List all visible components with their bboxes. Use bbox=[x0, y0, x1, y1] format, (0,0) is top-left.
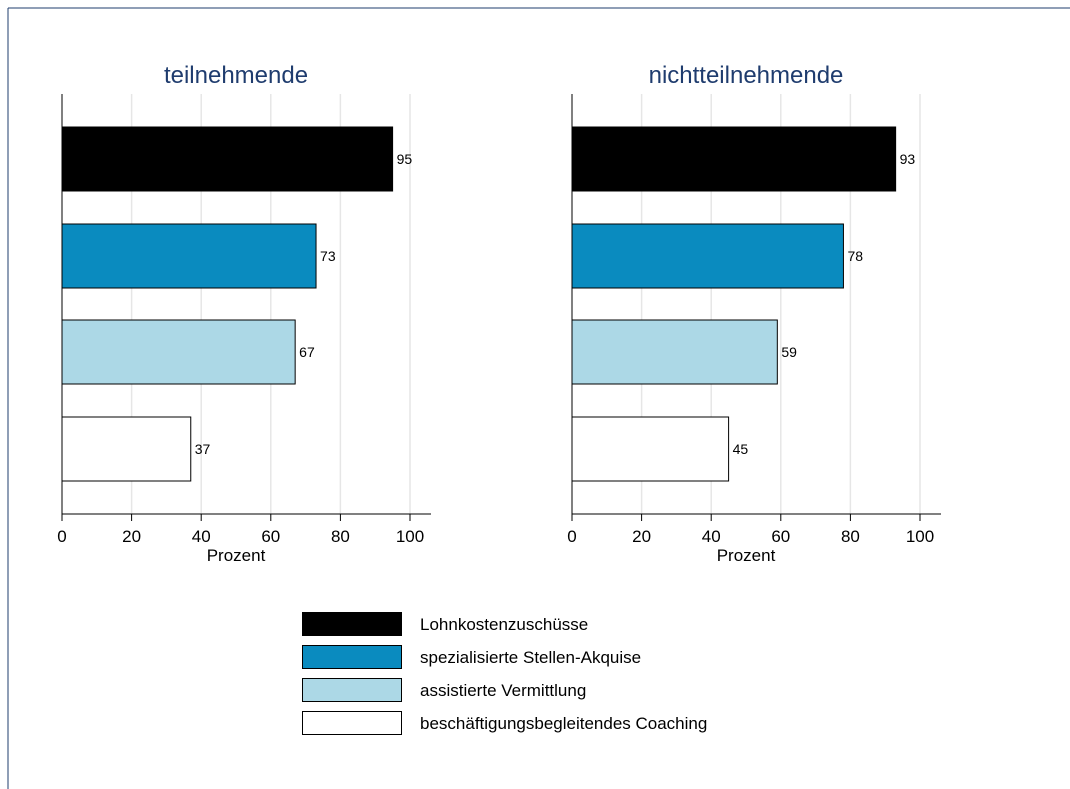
chart-title: teilnehmende bbox=[164, 62, 308, 89]
data-label: 45 bbox=[733, 441, 749, 457]
chart-title: nichtteilnehmende bbox=[649, 62, 844, 89]
legend-label: assistierte Vermittlung bbox=[420, 681, 587, 700]
x-tick-label: 40 bbox=[192, 527, 211, 546]
legend: Lohnkostenzuschüsse spezialisierte Stell… bbox=[302, 612, 822, 744]
bar-4 bbox=[61, 416, 192, 482]
data-label: 93 bbox=[900, 151, 916, 167]
bar-1 bbox=[571, 126, 897, 192]
x-tick-label: 20 bbox=[122, 527, 141, 546]
data-label: 73 bbox=[320, 248, 336, 264]
x-tick-label: 60 bbox=[261, 527, 280, 546]
bar-3 bbox=[61, 319, 296, 385]
legend-item-lohnkostenzuschuesse: Lohnkostenzuschüsse bbox=[302, 612, 822, 645]
x-tick-label: 80 bbox=[841, 527, 860, 546]
data-label: 67 bbox=[299, 344, 315, 360]
x-tick-label: 0 bbox=[567, 527, 576, 546]
x-tick-label: 0 bbox=[57, 527, 66, 546]
data-label: 78 bbox=[847, 248, 863, 264]
bar-2 bbox=[571, 223, 844, 289]
legend-swatch bbox=[302, 711, 402, 735]
bar-4 bbox=[571, 416, 730, 482]
chart-panel-1: 95 73 67 37 0 20 40 60 80 100 Prozent teilnehmende bbox=[57, 62, 431, 565]
data-label: 95 bbox=[397, 151, 413, 167]
bar-3 bbox=[571, 319, 778, 385]
legend-swatch bbox=[302, 678, 402, 702]
legend-item-coaching: beschäftigungsbegleitendes Coaching bbox=[302, 711, 822, 744]
data-label: 59 bbox=[781, 344, 797, 360]
legend-swatch bbox=[302, 645, 402, 669]
legend-swatch bbox=[302, 612, 402, 636]
x-tick-label: 80 bbox=[331, 527, 350, 546]
x-tick-label: 60 bbox=[771, 527, 790, 546]
data-label: 37 bbox=[195, 441, 211, 457]
x-tick-label: 100 bbox=[906, 527, 934, 546]
bar-2 bbox=[61, 223, 317, 289]
x-tick-label: 100 bbox=[396, 527, 424, 546]
legend-item-assistierte-vermittlung: assistierte Vermittlung bbox=[302, 678, 822, 711]
x-tick-label: 20 bbox=[632, 527, 651, 546]
legend-label: Lohnkostenzuschüsse bbox=[420, 615, 589, 634]
chart-panel-2: 93 78 59 45 0 20 40 60 80 100 Prozent nichtteilnehm… bbox=[567, 62, 941, 565]
x-axis-label: Prozent bbox=[717, 546, 776, 565]
legend-label: beschäftigungsbegleitendes Coaching bbox=[420, 714, 708, 733]
bar-1 bbox=[61, 126, 394, 192]
x-axis-label: Prozent bbox=[207, 546, 266, 565]
legend-item-stellen-akquise: spezialisierte Stellen-Akquise bbox=[302, 645, 822, 678]
legend-label: spezialisierte Stellen-Akquise bbox=[420, 648, 642, 667]
x-tick-label: 40 bbox=[702, 527, 721, 546]
